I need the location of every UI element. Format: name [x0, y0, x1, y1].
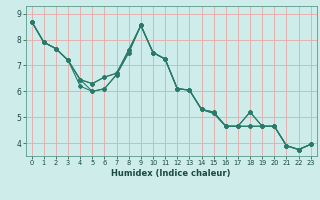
X-axis label: Humidex (Indice chaleur): Humidex (Indice chaleur) — [111, 169, 231, 178]
